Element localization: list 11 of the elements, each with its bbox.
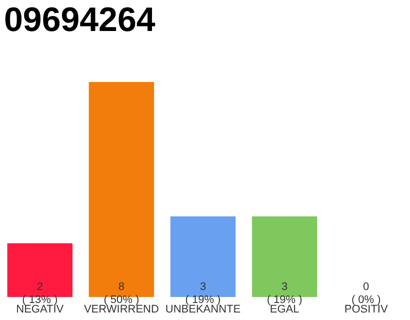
data-label: 2 ( 13% ) [22,281,58,306]
data-label: 0 ( 0% ) [351,281,381,306]
data-label: 3 ( 19% ) [266,281,302,306]
data-label: 8 ( 50% ) [104,281,140,306]
x-tick-label: POSITIV [344,304,388,316]
x-tick-label: EGAL [270,304,300,316]
chart-title: 09694264 [4,1,156,39]
x-tick-label: UNBEKANNTE [165,304,241,316]
x-tick-label: VERWIRREND [84,304,159,316]
data-label: 3 ( 19% ) [185,281,221,306]
x-tick-label: NEGATIV [16,304,64,316]
